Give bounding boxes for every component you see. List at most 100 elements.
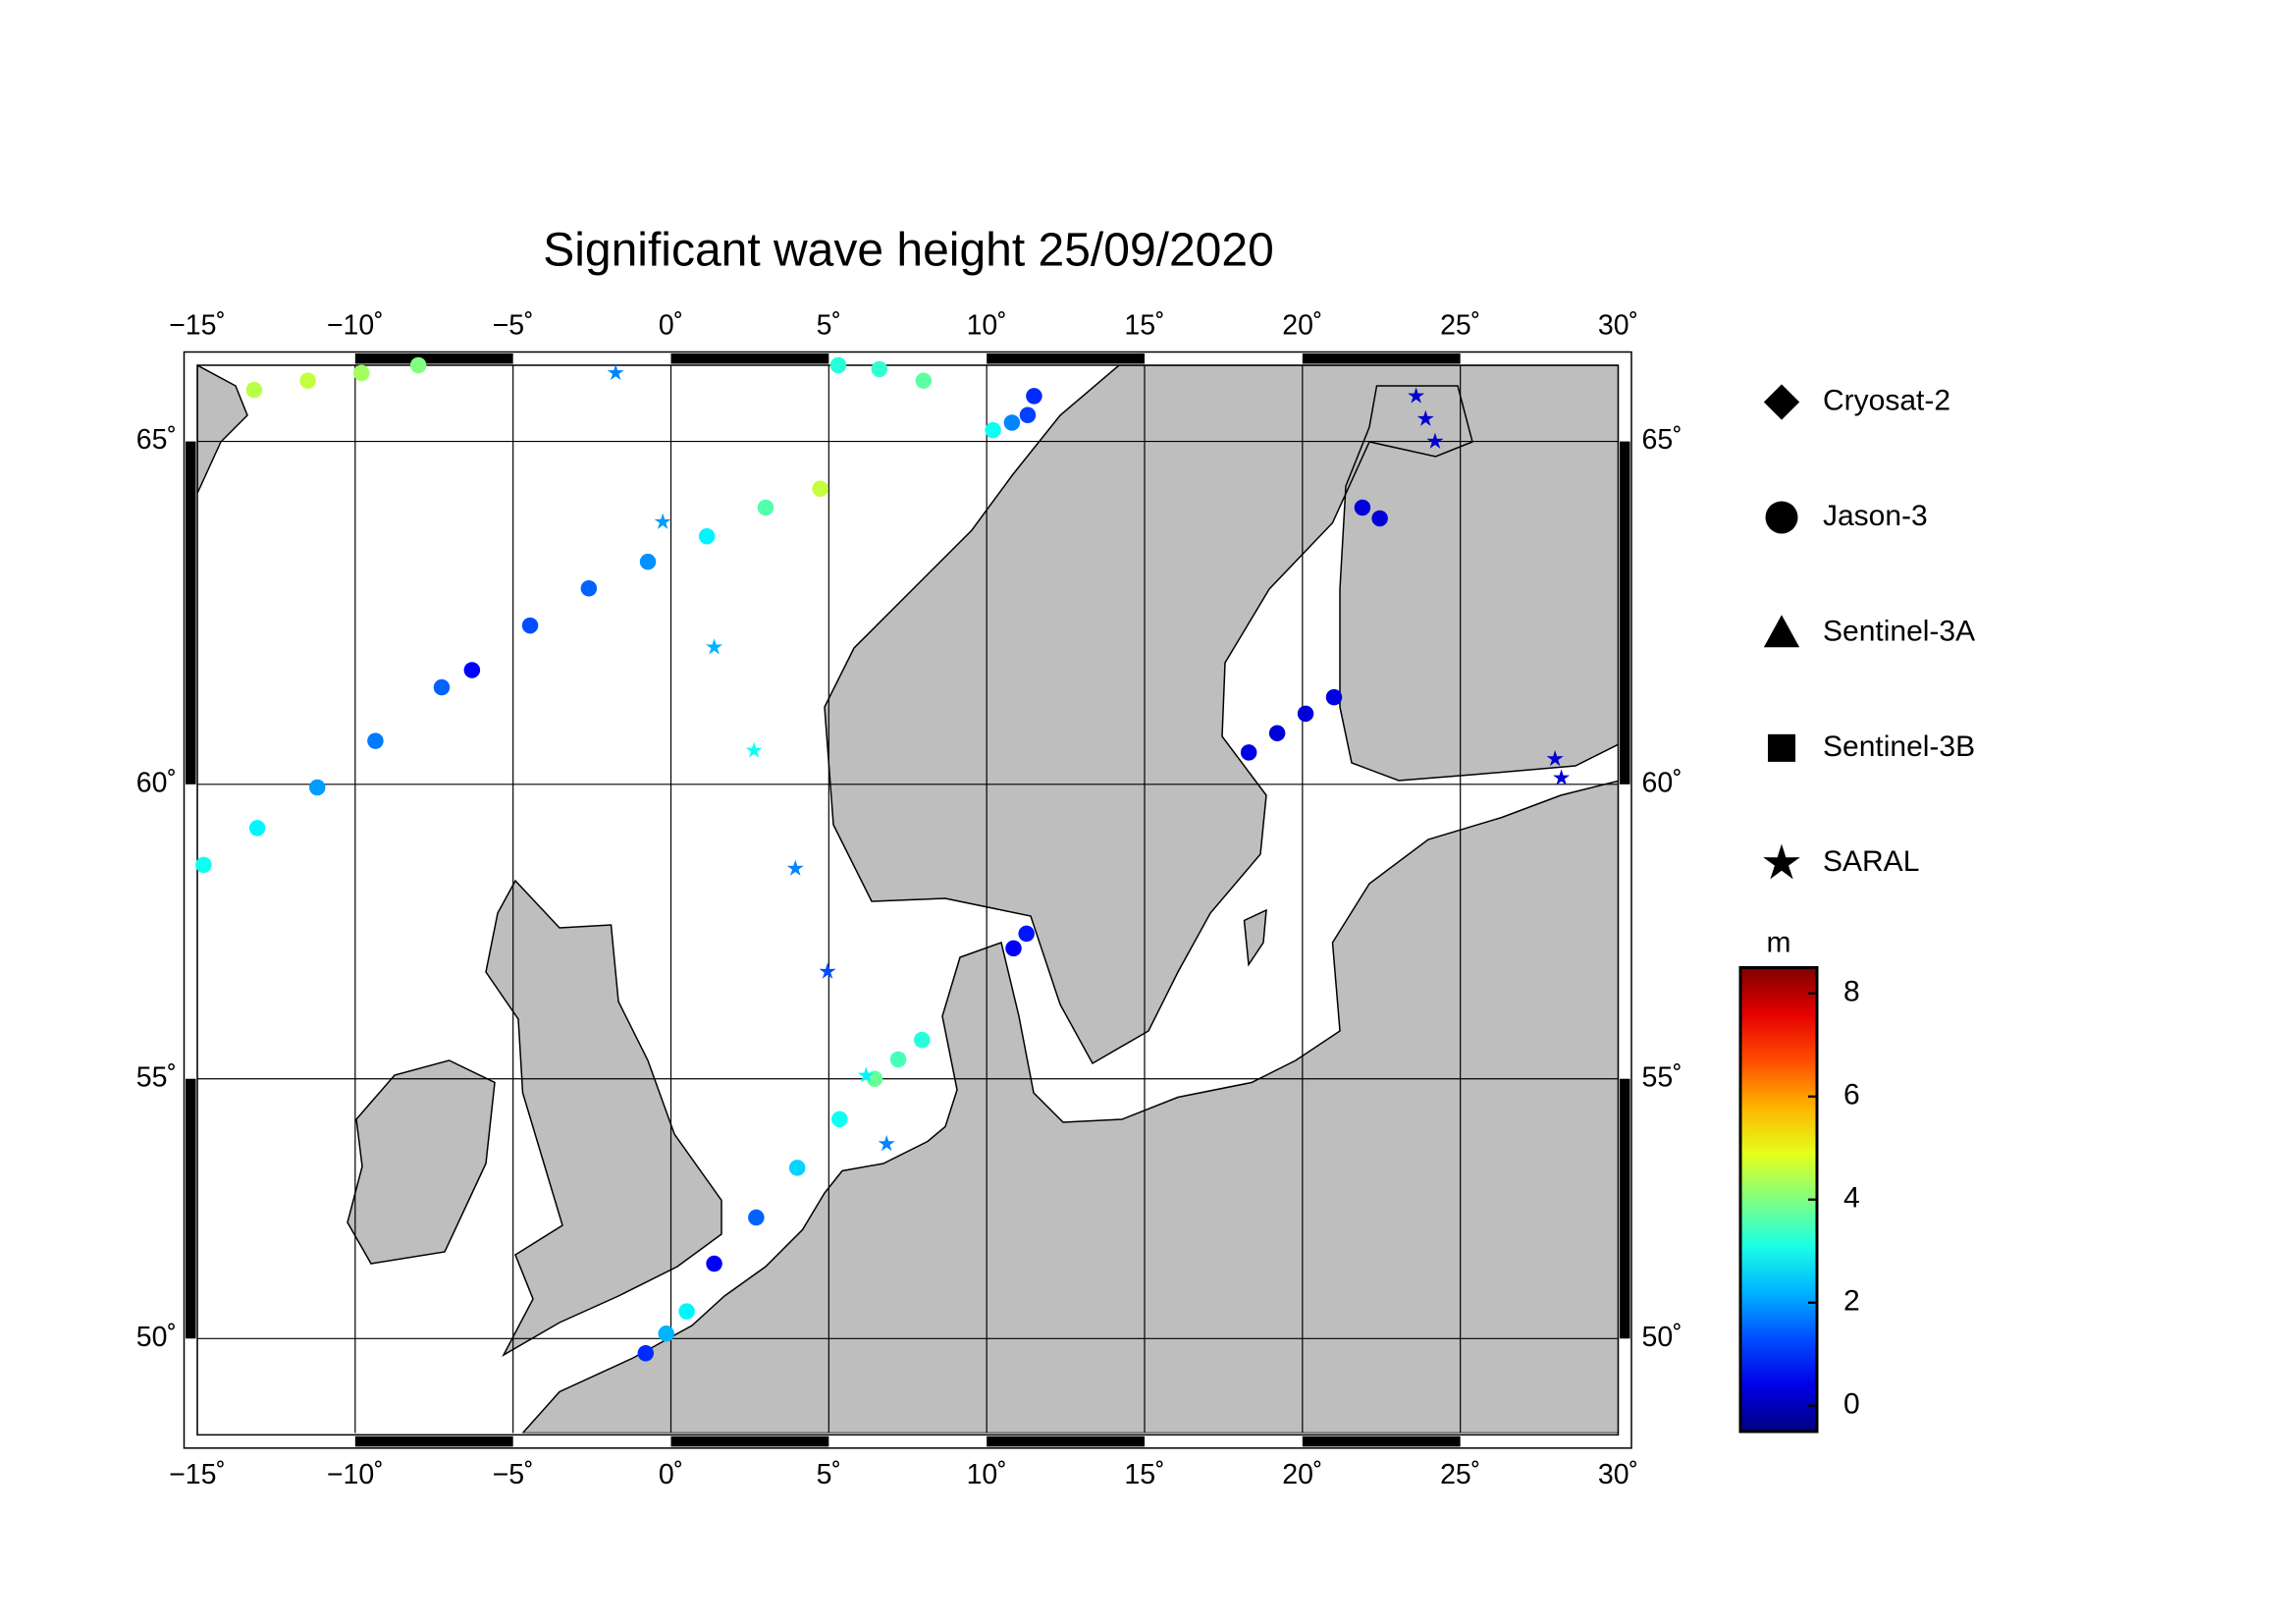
measurement-point [748,1209,765,1226]
colorbar-tick-label: 2 [1843,1285,1860,1318]
measurement-point [1408,387,1425,404]
measurement-point [1026,388,1042,405]
measurement-point [639,553,657,570]
x-tick-label: 20˚ [1282,1459,1322,1490]
land [197,365,1619,1434]
measurement-point [1546,749,1564,767]
y-tick-label: 60˚ [136,767,177,798]
measurement-point [1354,499,1371,516]
tracks [195,356,1571,1362]
colorbar-label: m [1767,926,1791,958]
measurement-point [607,363,624,381]
map-title: Significant wave height 25/09/2020 [543,225,1274,277]
frame-band [1302,1435,1461,1447]
measurement-point [654,513,671,529]
legend-marker [1763,615,1800,648]
map-border [183,351,1632,1449]
measurement-point [353,364,370,382]
x-tick-label: 5˚ [817,310,841,342]
x-tick-label: −5˚ [493,310,534,342]
measurement-point [248,820,266,837]
measurement-point [831,1110,848,1128]
x-tick-label: −15˚ [169,1459,226,1490]
measurement-point [1005,940,1022,957]
x-tick-label: −15˚ [169,310,226,342]
x-tick-label: 0˚ [659,310,683,342]
measurement-point [757,499,774,516]
measurement-point [913,1031,931,1049]
frame-band [354,1435,513,1447]
x-tick-label: 10˚ [967,1459,1007,1490]
frame-band [987,1435,1146,1447]
x-tick-label: −10˚ [327,310,384,342]
measurement-point [985,421,1001,439]
measurement-point [195,856,212,874]
colorbar-tick-label: 4 [1843,1182,1860,1215]
x-tick-label: 25˚ [1440,1459,1480,1490]
measurement-point [1268,725,1286,741]
measurement-point [1325,688,1343,706]
x-tick-label: 25˚ [1440,310,1480,342]
measurement-point [409,356,427,374]
legend-label: Sentinel-3A [1823,615,1975,647]
continental-europe [521,780,1619,1434]
y-tick-label: 65˚ [1642,424,1682,456]
measurement-point [871,360,888,378]
measurement-point [812,480,828,497]
measurement-point [878,1135,895,1152]
legend-marker [1765,501,1798,534]
frame-band [670,1435,829,1447]
measurement-point [915,372,933,390]
ireland [347,1059,496,1265]
measurement-point [1426,432,1444,449]
y-tick-label: 65˚ [136,424,177,456]
x-tick-label: 30˚ [1598,1459,1638,1490]
legend-marker [1767,733,1796,762]
tick-labels: −15˚ −15˚ −10˚ −10˚ −5˚ −5˚ 0˚ 0˚ 5˚ 5˚ 10˚ 10˚ 15˚ 1… [136,310,1682,1490]
measurement-point [1240,744,1257,761]
measurement-point [1019,406,1037,424]
frame-band [987,353,1146,364]
x-tick-label: −5˚ [493,1459,534,1490]
frame-band [1620,1078,1630,1339]
legend-label: Cryosat-2 [1823,384,1950,416]
colorbar-tick-label: 0 [1843,1388,1860,1421]
measurement-point [521,617,539,634]
measurement-point [706,638,723,655]
gotland [1243,908,1267,967]
measurement-point [745,741,763,758]
legend-marker [1763,384,1800,420]
colorbar: m 0 2 4 6 8 [1738,926,1860,1434]
measurement-point [1371,510,1388,527]
frame-band [186,441,196,784]
measurement-point [658,1325,674,1342]
satellite-tracks [607,363,1571,1152]
measurement-point [367,732,384,749]
x-tick-label: 30˚ [1598,310,1638,342]
measurement-point [1003,414,1021,431]
map-frame [183,351,1632,1449]
y-tick-label: 55˚ [136,1061,177,1093]
legend: Cryosat-2 Jason-3 Sentinel-3A Sentinel-3B SA… [1763,384,1975,880]
measurement-point [1018,925,1035,943]
frame-band [186,1078,196,1339]
y-tick-label: 50˚ [1642,1322,1682,1353]
measurement-point [1297,705,1314,723]
x-tick-label: 5˚ [817,1459,841,1490]
frame-band [1620,441,1630,784]
legend-label: SARAL [1823,845,1919,878]
iceland [197,365,248,494]
measurement-point [308,779,326,796]
great-britain [485,879,722,1357]
legend-label: Jason-3 [1823,500,1928,532]
measurement-point [1553,769,1571,785]
frame-band [670,353,829,364]
measurement-point [889,1051,907,1068]
measurement-point [698,527,716,545]
legend-label: Sentinel-3B [1823,730,1975,763]
measurement-point [788,1160,806,1176]
graticule [197,365,1619,1434]
colorbar-tick-label: 6 [1843,1079,1860,1111]
measurement-point [299,372,316,390]
